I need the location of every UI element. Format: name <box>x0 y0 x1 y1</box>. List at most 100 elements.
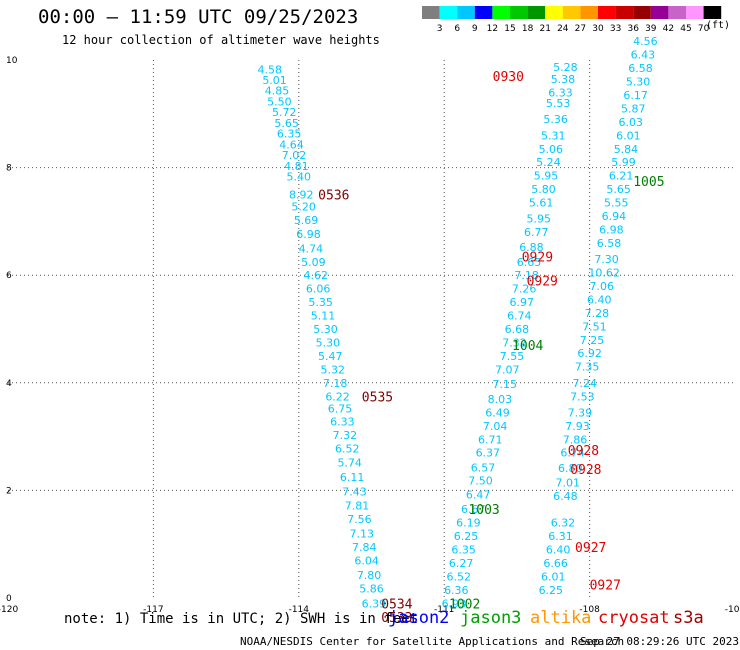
x-tick-label: -117 <box>143 605 163 615</box>
wave-height-value: 6.43 <box>631 49 656 62</box>
wave-height-value: 5.55 <box>604 197 629 210</box>
wave-height-value: 7.02 <box>282 149 307 162</box>
x-tick-label: -105 <box>725 605 740 615</box>
wave-height-value: 5.09 <box>301 256 326 269</box>
satellite-altika: altika <box>530 608 592 628</box>
wave-height-value: 6.52 <box>446 570 471 583</box>
pass-time-label: 1005 <box>633 175 664 190</box>
timestamp: Sep 27 08:29:26 UTC 2023 <box>580 635 739 648</box>
legend-swatch <box>545 6 563 19</box>
wave-height-value: 4.62 <box>304 269 329 282</box>
wave-height-value: 8.03 <box>488 393 513 406</box>
legend-bin-label: 42 <box>663 24 674 34</box>
y-tick-label: 2 <box>6 486 12 496</box>
wave-height-value: 4.74 <box>299 242 324 255</box>
wave-height-value: 4.85 <box>265 85 290 98</box>
wave-height-value: 6.49 <box>485 406 510 419</box>
wave-height-value: 6.11 <box>340 471 365 484</box>
y-tick-label: 8 <box>6 164 12 174</box>
wave-height-value: 6.97 <box>509 296 534 309</box>
pass-time-label: 0534 <box>381 597 412 612</box>
legend-bin-label: 9 <box>472 24 478 34</box>
wave-height-value: 6.01 <box>541 570 566 583</box>
legend-swatch <box>457 6 475 19</box>
wave-height-value: 5.65 <box>274 117 299 130</box>
legend-bin-label: 39 <box>645 24 657 34</box>
legend-swatch <box>580 6 598 19</box>
wave-height-value: 5.80 <box>531 183 556 196</box>
wave-height-value: 8.92 <box>289 189 314 202</box>
wave-height-value: 5.87 <box>621 102 646 115</box>
legend-swatch <box>439 6 458 19</box>
legend-bin-label: 18 <box>522 24 534 34</box>
legend-bin-label: 33 <box>610 24 621 34</box>
wave-height-value: 4.64 <box>279 138 304 151</box>
legend-bin-label: 27 <box>575 24 586 34</box>
pass-time-label: 0929 <box>527 275 558 290</box>
wave-height-value: 6.66 <box>543 557 568 570</box>
pass-time-label: 0927 <box>575 541 606 556</box>
wave-height-value: 6.04 <box>354 554 379 567</box>
y-tick-label: 10 <box>6 56 18 66</box>
axes: -120 -117 -114 -111 -108 -105 0 2 4 6 8 10 <box>0 56 740 615</box>
wave-height-value: 6.77 <box>524 226 549 239</box>
legend-swatch <box>650 6 669 19</box>
wave-height-value: 6.80 <box>558 462 583 475</box>
wave-height-value: 7.25 <box>580 334 605 347</box>
x-tick-label: -120 <box>0 605 18 615</box>
legend-swatch <box>492 6 510 19</box>
wave-height-value: 6.47 <box>466 489 491 502</box>
legend-bin-label: 36 <box>627 24 639 34</box>
wave-height-value: 10.62 <box>588 267 620 280</box>
wave-height-value: 7.50 <box>468 475 493 488</box>
wave-height-value: 6.01 <box>616 129 641 142</box>
wave-height-value: 6.48 <box>553 490 578 503</box>
pass-time-label: 0927 <box>590 579 621 594</box>
satellite-cryosat: cryosat <box>598 608 670 628</box>
wave-height-value: 6.33 <box>548 86 573 99</box>
wave-height-value: 7.01 <box>556 476 581 489</box>
legend-swatch <box>598 6 616 19</box>
wave-height-value: 6.65 <box>517 256 542 269</box>
wave-height-value: 6.58 <box>628 62 653 75</box>
wave-height-value: 6.39 <box>362 597 387 610</box>
pass-time-label: 0535 <box>362 390 393 405</box>
wave-height-value: 5.50 <box>267 95 292 108</box>
wave-height-value: 5.36 <box>543 113 568 126</box>
legend-swatch <box>703 6 722 19</box>
wave-height-value: 5.74 <box>337 456 362 469</box>
wave-height-value: 7.51 <box>582 320 607 333</box>
legend-swatch <box>562 6 581 19</box>
legend-swatch <box>527 6 546 19</box>
wave-height-value: 6.71 <box>478 433 503 446</box>
wave-height-value: 7.55 <box>500 350 525 363</box>
satellite-jason2: jason2 <box>388 608 450 628</box>
wave-height-value: 6.17 <box>623 89 648 102</box>
wave-height-value: 7.32 <box>333 429 358 442</box>
wave-height-value: 6.75 <box>328 403 353 416</box>
legend-bin-label: 30 <box>592 24 604 34</box>
pass-time-label: 1004 <box>512 339 543 354</box>
wave-height-value: 5.38 <box>551 73 576 86</box>
wave-height-value: 6.98 <box>296 228 321 241</box>
wave-height-value: 4.81 <box>284 160 309 173</box>
wave-height-value: 5.30 <box>626 76 651 89</box>
pass-time-label: 0930 <box>493 70 524 85</box>
wave-height-value: 6.21 <box>609 170 634 183</box>
wave-height-value: 6.37 <box>476 447 501 460</box>
wave-height-value: 6.57 <box>471 461 496 474</box>
legend-bin-label: 21 <box>539 24 550 34</box>
wave-height-value: 6.25 <box>454 530 479 543</box>
wave-height-value: 7.43 <box>342 485 367 498</box>
wave-height-value: 6.06 <box>306 283 331 296</box>
legend-swatch <box>510 6 528 19</box>
legend-swatch <box>668 6 686 19</box>
pass-time-label: 0533 <box>381 611 412 626</box>
wave-height-value: 5.35 <box>308 296 333 309</box>
wave-height-value: 7.24 <box>573 377 598 390</box>
wave-height-value: 5.01 <box>262 74 287 87</box>
wave-height-value: 5.24 <box>536 156 561 169</box>
wave-height-value: 5.40 <box>287 171 312 184</box>
wave-height-value: 6.67 <box>461 503 486 516</box>
